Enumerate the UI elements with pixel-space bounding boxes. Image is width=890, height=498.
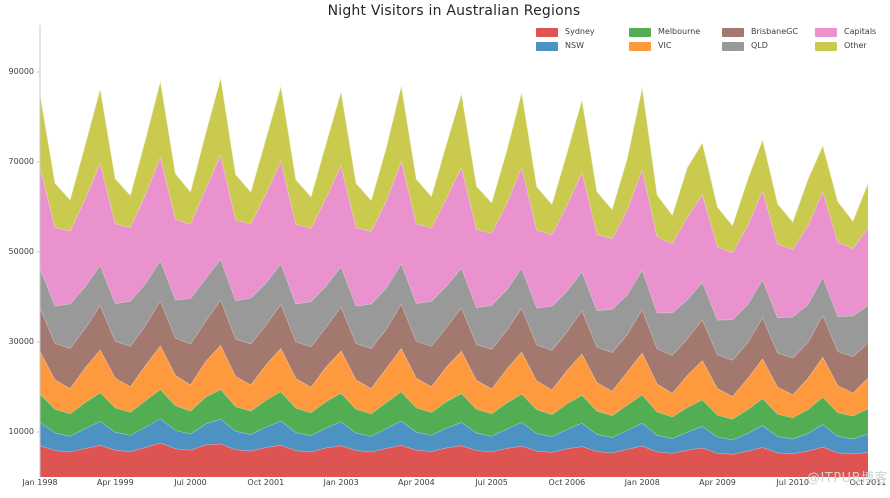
area-brisbanegc [40, 299, 868, 397]
legend-label-brisbanegc: BrisbaneGC [751, 27, 798, 36]
x-tick-label-jul-2010: Jul 2010 [776, 478, 809, 487]
legend-swatch-vic [629, 41, 651, 51]
legend-item-other: Other [815, 41, 890, 51]
legend-item-capitals: Capitals [815, 27, 890, 37]
area-capitals [40, 154, 868, 320]
legend-label-vic: VIC [658, 41, 672, 50]
y-tick-label-10000: 10000 [8, 427, 34, 436]
legend-label-melbourne: Melbourne [658, 27, 701, 36]
x-tick-label-apr-1999: Apr 1999 [96, 478, 134, 487]
legend-swatch-other [815, 41, 837, 51]
legend-label-nsw: NSW [565, 41, 584, 50]
legend-swatch-qld [722, 41, 744, 51]
legend-item-qld: QLD [722, 41, 815, 51]
area-edge-other [39, 77, 869, 227]
legend-swatch-brisbanegc [722, 27, 744, 37]
y-tick-label-70000: 70000 [8, 157, 34, 166]
x-tick-label-apr-2009: Apr 2009 [699, 478, 736, 487]
area-other [40, 77, 868, 253]
y-tick-label-50000: 50000 [8, 247, 34, 256]
legend-swatch-nsw [536, 41, 558, 51]
x-tick-label-jan-2003: Jan 2003 [323, 478, 359, 487]
legend-label-sydney: Sydney [565, 27, 595, 36]
legend-item-brisbanegc: BrisbaneGC [722, 27, 815, 37]
legend-item-melbourne: Melbourne [629, 27, 722, 37]
area-sydney [40, 442, 868, 477]
x-tick-label-oct-2006: Oct 2006 [548, 478, 586, 487]
chart-title: Night Visitors in Australian Regions [327, 3, 581, 19]
x-tick-label-jan-2008: Jan 2008 [624, 478, 660, 487]
legend-label-capitals: Capitals [844, 27, 877, 36]
legend-swatch-capitals [815, 27, 837, 37]
legend-item-sydney: Sydney [536, 27, 629, 37]
area-melbourne [40, 389, 868, 440]
y-tick-label-90000: 90000 [8, 67, 34, 76]
y-tick-label-30000: 30000 [8, 337, 34, 346]
x-tick-label-jul-2005: Jul 2005 [475, 478, 508, 487]
legend-item-nsw: NSW [536, 41, 629, 51]
legend-item-vic: VIC [629, 41, 722, 51]
area-vic [40, 345, 868, 419]
x-tick-label-apr-2004: Apr 2004 [398, 478, 435, 487]
legend-label-other: Other [844, 41, 867, 50]
watermark: @ITPUB博客 [806, 471, 888, 486]
legend-label-qld: QLD [751, 41, 768, 50]
legend-swatch-melbourne [629, 27, 651, 37]
x-tick-label-oct-2011: Oct 2011 [849, 478, 887, 487]
area-nsw [40, 418, 868, 455]
area-qld [40, 258, 868, 360]
x-tick-label-oct-2001: Oct 2001 [247, 478, 285, 487]
legend-swatch-sydney [536, 27, 558, 37]
area-edge-melbourne [39, 388, 869, 420]
legend: Sydney Melbourne BrisbaneGC Capitals NSW VIC Q… [536, 27, 890, 51]
x-tick-label-jan-1998: Jan 1998 [22, 478, 58, 487]
x-tick-label-jul-2000: Jul 2000 [174, 478, 207, 487]
